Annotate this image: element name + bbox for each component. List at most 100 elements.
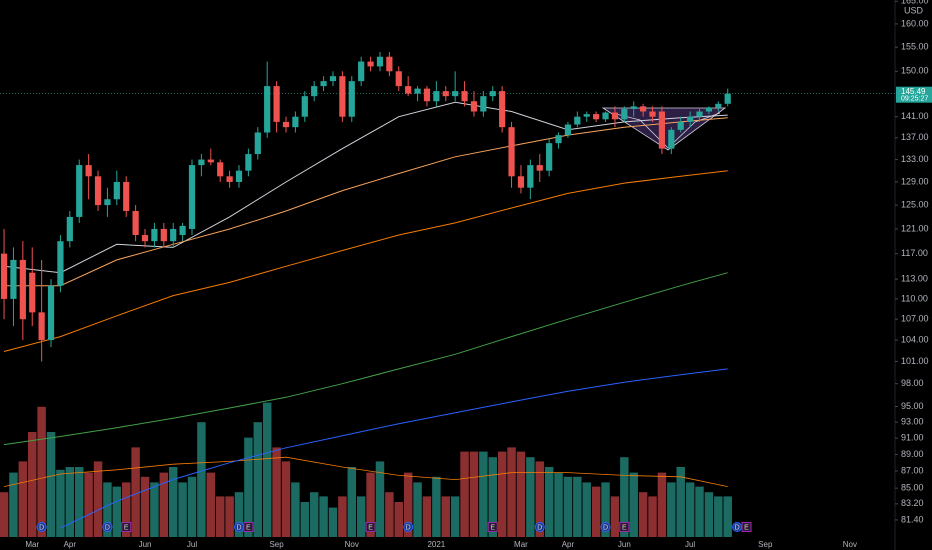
candle-body	[433, 91, 440, 102]
y-tick-label: 91.00	[901, 432, 924, 442]
y-tick-label: 137.00	[901, 132, 929, 142]
volume-bar	[667, 482, 676, 537]
candle-body	[179, 225, 186, 236]
moving-average-line	[3, 272, 728, 446]
volume-bar	[300, 502, 310, 537]
last-price-label: 145.49	[901, 87, 926, 96]
candle-body	[630, 106, 637, 109]
candle-body	[301, 96, 308, 117]
moving-average-line	[3, 170, 728, 352]
candle-body	[85, 165, 92, 177]
candle-body	[264, 86, 271, 133]
volume-bar	[234, 492, 244, 537]
volume-bar	[591, 486, 601, 537]
volume-bar	[215, 496, 225, 537]
volume-bar	[573, 476, 582, 537]
volume-bar	[291, 482, 300, 537]
candle-body	[395, 71, 402, 87]
moving-average-line	[60, 368, 728, 529]
candle-body	[19, 259, 26, 320]
candle-body	[113, 181, 120, 200]
volume-bar	[225, 496, 234, 537]
y-tick-label: 160.00	[901, 18, 929, 28]
volume-bar	[319, 496, 328, 537]
volume-bar	[93, 461, 103, 537]
candle-body	[668, 129, 675, 149]
candle-body	[198, 159, 205, 166]
candle-body	[226, 176, 233, 182]
candle-body	[452, 91, 459, 97]
volume-bar	[460, 451, 469, 537]
volume-bar	[704, 492, 714, 537]
volume-bar	[403, 472, 413, 537]
y-tick-label: 113.00	[901, 274, 928, 284]
candle-body	[339, 76, 346, 117]
candle-body	[621, 108, 628, 120]
candle-body	[311, 86, 318, 97]
volume-bar	[544, 467, 554, 537]
y-tick-label: 104.00	[901, 334, 929, 344]
candle-body	[583, 114, 590, 117]
candle-body	[0, 253, 8, 299]
volume-bar	[516, 451, 526, 537]
candle-body	[254, 132, 261, 155]
x-tick-label: Apr	[64, 540, 77, 549]
candle-body	[499, 91, 506, 128]
candle-body	[273, 86, 280, 122]
candle-body	[649, 111, 656, 117]
x-tick-label: Nov	[345, 540, 359, 549]
volume-bar	[112, 486, 122, 537]
currency-label: USD	[904, 5, 924, 15]
candle-body	[574, 116, 581, 125]
volume-bar	[629, 472, 638, 537]
candle-body	[123, 181, 130, 211]
earnings-marker	[365, 522, 376, 532]
dividend-marker	[534, 522, 545, 532]
candle-body	[386, 56, 393, 72]
volume-bar	[450, 496, 460, 537]
volume-bar	[262, 402, 272, 537]
candle-body	[696, 111, 703, 117]
candle-body	[94, 176, 102, 206]
volume-bar	[422, 496, 432, 537]
candle-body	[677, 121, 684, 130]
volume-bar	[563, 476, 573, 537]
volume-bar	[244, 437, 253, 537]
candle-body	[47, 285, 55, 341]
candle-body	[170, 228, 177, 242]
y-tick-label: 93.00	[901, 416, 924, 426]
y-tick-label: 121.00	[901, 223, 929, 233]
event-label: D	[236, 524, 241, 531]
candle-body	[593, 114, 600, 120]
candle-body	[555, 135, 562, 144]
volume-bar	[0, 492, 9, 537]
candle-body	[217, 162, 224, 177]
x-tick-label: Jun	[139, 540, 152, 549]
volume-bar	[432, 476, 441, 537]
event-label: D	[406, 524, 411, 531]
volume-bar	[657, 472, 667, 537]
volume-bar	[74, 467, 84, 537]
volume-bar	[131, 447, 140, 537]
y-tick-label: 101.00	[901, 356, 929, 366]
candle-body	[207, 159, 214, 163]
y-tick-label: 155.00	[901, 42, 929, 52]
candle-body	[536, 165, 543, 171]
y-tick-label: 85.00	[901, 483, 924, 493]
x-tick-label: Apr	[562, 540, 575, 549]
event-label: E	[622, 524, 627, 531]
volume-bar	[469, 451, 479, 537]
candle-body	[724, 93, 731, 104]
event-label: E	[368, 524, 373, 531]
volume-bar	[46, 432, 56, 537]
event-label: E	[246, 524, 251, 531]
volume-bar	[103, 482, 112, 537]
candle-body	[329, 76, 337, 82]
candle-body	[245, 154, 252, 171]
candle-body	[38, 312, 45, 341]
last-price-badge	[896, 86, 932, 103]
candle-body	[602, 112, 609, 120]
candle-body	[480, 96, 487, 112]
volume-bar	[676, 467, 685, 537]
candle-body	[715, 103, 722, 108]
